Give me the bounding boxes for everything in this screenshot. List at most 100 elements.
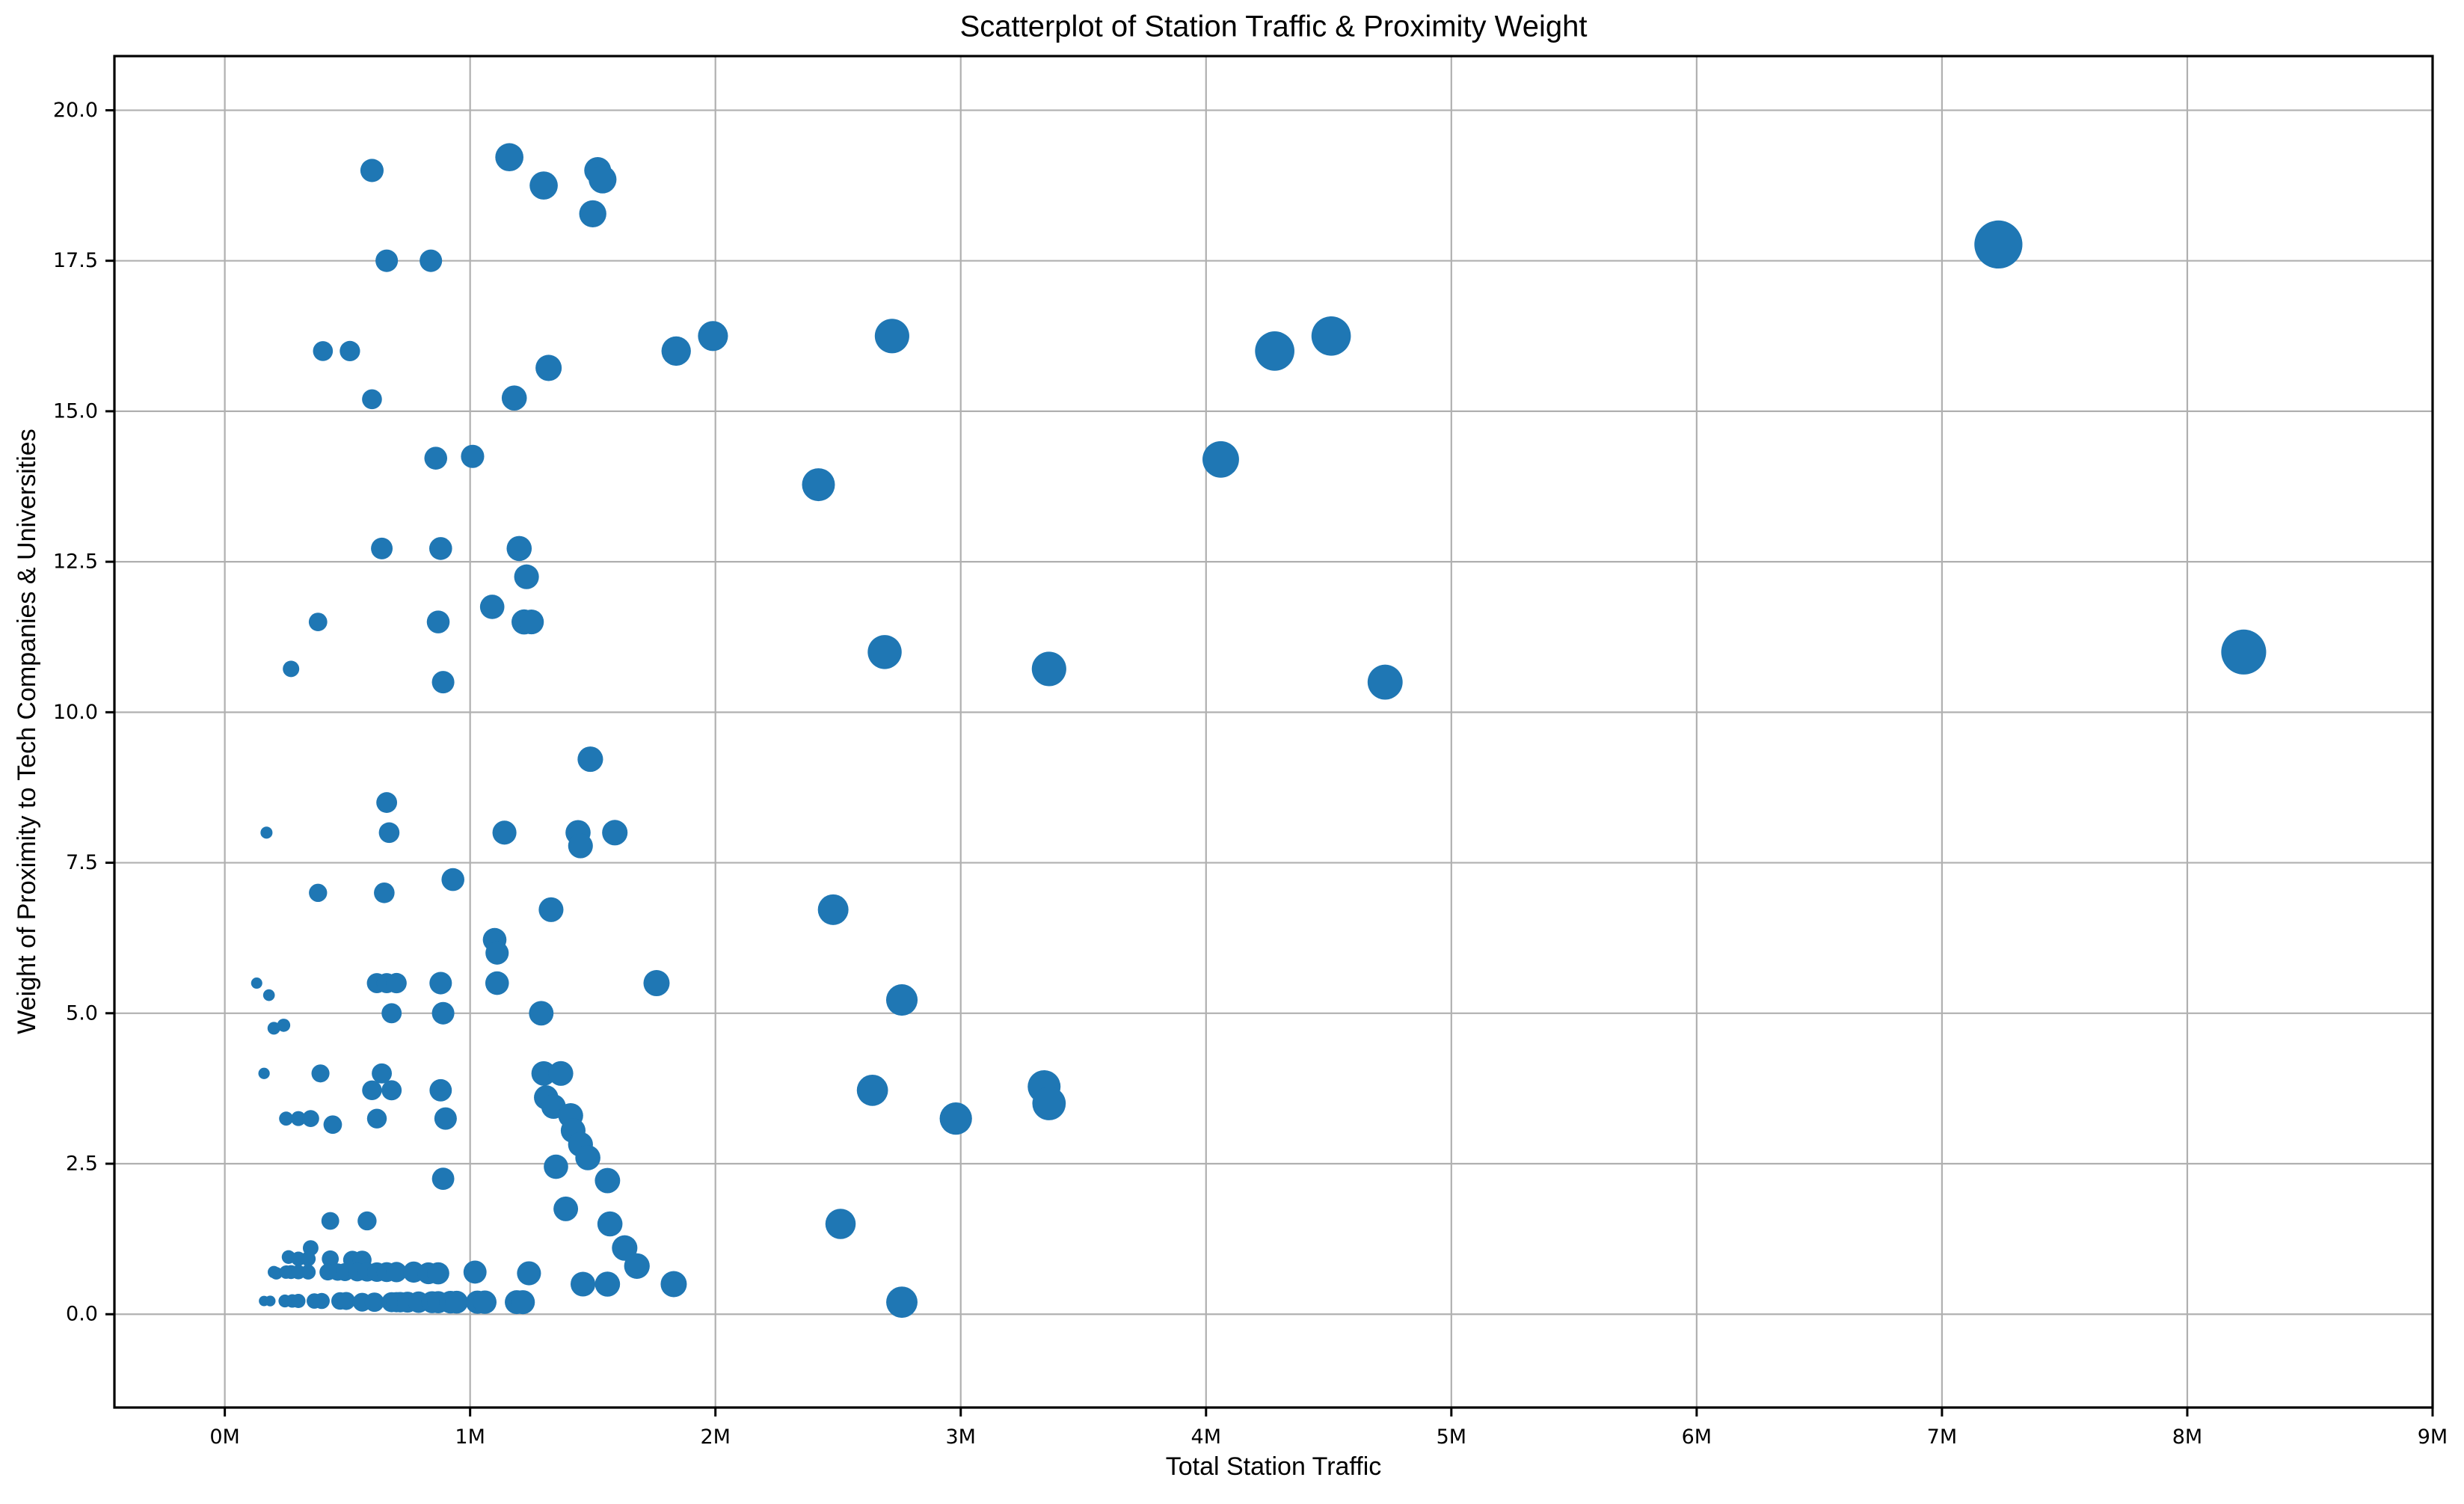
scatter-point[interactable] [817,894,849,925]
scatter-point[interactable] [429,1078,452,1102]
scatter-point[interactable] [265,1295,276,1307]
scatter-point[interactable] [1311,316,1351,356]
scatter-point[interactable] [867,635,902,669]
scatter-point[interactable] [886,1286,918,1319]
scatter-point[interactable] [535,354,562,381]
scatter-point[interactable] [313,341,334,361]
scatter-point[interactable] [337,1292,356,1310]
scatter-point[interactable] [378,822,400,844]
scatter-point[interactable] [597,1211,623,1237]
scatter-point[interactable] [1031,651,1066,687]
scatter-point[interactable] [434,1107,457,1130]
scatter-point[interactable] [463,1260,487,1284]
scatter-point[interactable] [1202,441,1239,478]
scatter-point[interactable] [258,1067,270,1079]
scatter-point[interactable] [479,595,505,619]
scatter-point[interactable] [270,1267,283,1280]
scatter-point[interactable] [372,1063,393,1084]
scatter-point[interactable] [612,1235,638,1261]
scatter-point[interactable] [313,1292,330,1310]
scatter-point[interactable] [279,1111,294,1126]
scatter-point[interactable] [698,321,728,352]
scatter-point[interactable] [579,200,606,228]
scatter-point[interactable] [1974,220,2023,269]
scatter-point[interactable] [301,1264,316,1280]
scatter-point[interactable] [575,1145,600,1170]
scatter-point[interactable] [802,468,835,502]
scatter-point[interactable] [302,1110,319,1128]
scatter-point[interactable] [485,971,509,995]
scatter-point[interactable] [553,1196,579,1221]
scatter-point[interactable] [429,537,452,560]
scatter-point[interactable] [376,792,398,813]
scatter-point[interactable] [420,249,443,272]
scatter-point[interactable] [366,1108,387,1129]
scatter-point[interactable] [441,868,464,891]
scatter-point[interactable] [375,249,399,272]
scatter-point[interactable] [1367,664,1403,700]
scatter-point[interactable] [301,1251,316,1267]
scatter-point[interactable] [309,883,328,902]
scatter-point[interactable] [874,319,909,354]
scatter-point[interactable] [856,1074,888,1106]
scatter-point[interactable] [360,159,384,182]
scatter-point[interactable] [624,1253,650,1279]
scatter-point[interactable] [531,1061,556,1086]
scatter-point[interactable] [262,989,275,1001]
scatter-point[interactable] [431,1167,455,1191]
scatter-point[interactable] [445,1290,468,1314]
scatter-point[interactable] [825,1209,856,1239]
scatter-point[interactable] [267,1022,280,1035]
scatter-point[interactable] [661,336,691,366]
scatter-point[interactable] [277,1019,291,1032]
scatter-point[interactable] [381,1003,402,1024]
scatter-point[interactable] [529,1001,554,1026]
scatter-point[interactable] [1032,1087,1066,1120]
scatter-point[interactable] [322,1250,340,1268]
scatter-point[interactable] [431,671,455,694]
scatter-point[interactable] [424,446,448,470]
scatter-point[interactable] [260,826,273,839]
scatter-point[interactable] [548,1061,574,1086]
scatter-point[interactable] [386,1262,407,1283]
scatter-point[interactable] [364,1292,384,1313]
scatter-point[interactable] [506,535,532,562]
scatter-point[interactable] [2221,629,2267,675]
scatter-point[interactable] [427,1262,449,1285]
scatter-point[interactable] [589,165,617,194]
scatter-point[interactable] [595,1271,621,1297]
scatter-point[interactable] [660,1271,687,1298]
scatter-point[interactable] [323,1115,342,1135]
scatter-point[interactable] [568,833,593,859]
scatter-point[interactable] [426,610,450,633]
scatter-point[interactable] [308,613,328,631]
scatter-point[interactable] [939,1102,972,1135]
scatter-point[interactable] [283,660,300,678]
scatter-point[interactable] [595,1167,621,1194]
scatter-point[interactable] [340,340,360,362]
scatter-point[interactable] [511,1290,535,1315]
scatter-markers[interactable] [251,143,2267,1319]
scatter-point[interactable] [571,1271,596,1297]
scatter-point[interactable] [371,537,393,559]
scatter-point[interactable] [519,610,544,635]
scatter-point[interactable] [485,941,509,965]
scatter-point[interactable] [311,1064,330,1083]
scatter-point[interactable] [529,171,558,200]
scatter-point[interactable] [291,1294,306,1309]
scatter-point[interactable] [495,143,523,172]
scatter-point[interactable] [461,444,485,468]
scatter-point[interactable] [429,972,452,995]
scatter-point[interactable] [362,1080,382,1101]
scatter-point[interactable] [544,1154,568,1179]
scatter-point[interactable] [362,389,382,410]
scatter-point[interactable] [577,746,603,773]
scatter-point[interactable] [251,977,262,989]
scatter-point[interactable] [381,1080,402,1101]
scatter-point[interactable] [321,1212,340,1230]
scatter-point[interactable] [374,883,395,903]
scatter-point[interactable] [538,897,564,922]
scatter-point[interactable] [291,1111,307,1126]
scatter-point[interactable] [885,984,918,1016]
scatter-point[interactable] [386,972,407,994]
